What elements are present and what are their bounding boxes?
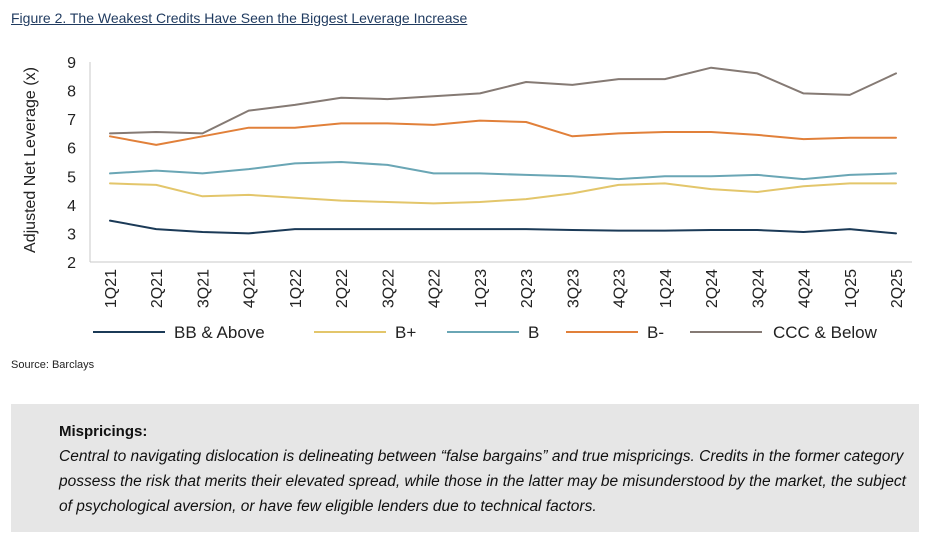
series-line: [109, 182, 897, 205]
x-tick-label: 4Q21: [242, 269, 259, 308]
callout-box: Mispricings: Central to navigating dislo…: [11, 404, 919, 532]
x-tick-label: 4Q22: [427, 269, 444, 308]
y-tick-label: 4: [67, 198, 76, 215]
legend-label: BB & Above: [174, 323, 265, 342]
y-tick-label: 5: [67, 169, 76, 186]
y-axis-label: Adjusted Net Leverage (x): [22, 67, 39, 253]
x-tick-label: 1Q22: [288, 269, 305, 308]
y-tick-label: 8: [67, 84, 76, 101]
source-note: Source: Barclays: [11, 359, 95, 371]
y-tick-label: 7: [67, 112, 76, 129]
y-tick-label: 9: [67, 55, 76, 72]
series-line: [109, 66, 897, 135]
y-tick-label: 3: [67, 226, 76, 243]
x-tick-label: 2Q25: [889, 269, 906, 308]
series-line: [109, 219, 897, 235]
figure-title: Figure 2. The Weakest Credits Have Seen …: [11, 10, 468, 26]
series-lines: [109, 66, 897, 235]
x-tick-label: 2Q24: [704, 269, 721, 308]
x-tick-label: 1Q23: [473, 269, 490, 308]
legend-label: B-: [647, 323, 664, 342]
x-tick-labels: 1Q21 2Q21 3Q21 4Q21 1Q22 2Q22 3Q22 4Q22 1Q23 2Q23…: [103, 269, 906, 308]
legend: BB & Above B+ B B- CCC & Below: [93, 323, 878, 342]
x-tick-label: 4Q24: [797, 269, 814, 308]
leverage-line-chart: Adjusted Net Leverage (x) 2 3 4 5 6 7 8 9 1Q21 2…: [22, 55, 912, 342]
callout-heading: Mispricings:: [59, 423, 148, 440]
y-tick-label: 6: [67, 141, 76, 158]
x-tick-label: 3Q22: [380, 269, 397, 308]
x-tick-label: 3Q23: [565, 269, 582, 308]
x-tick-label: 1Q25: [843, 269, 860, 308]
series-line: [109, 161, 897, 181]
x-tick-label: 1Q24: [658, 269, 675, 308]
y-tick-label: 2: [67, 255, 76, 272]
series-line: [109, 119, 897, 146]
callout-body: Central to navigating dislocation is del…: [59, 448, 906, 515]
legend-label: B+: [395, 323, 416, 342]
x-tick-label: 3Q21: [195, 269, 212, 308]
x-tick-label: 2Q23: [519, 269, 536, 308]
legend-label: CCC & Below: [773, 323, 878, 342]
x-tick-label: 2Q21: [149, 269, 166, 308]
x-tick-label: 4Q23: [612, 269, 629, 308]
x-tick-label: 1Q21: [103, 269, 120, 308]
y-tick-labels: 2 3 4 5 6 7 8 9: [67, 55, 76, 272]
x-tick-label: 2Q22: [334, 269, 351, 308]
x-tick-label: 3Q24: [750, 269, 767, 308]
legend-label: B: [528, 323, 539, 342]
